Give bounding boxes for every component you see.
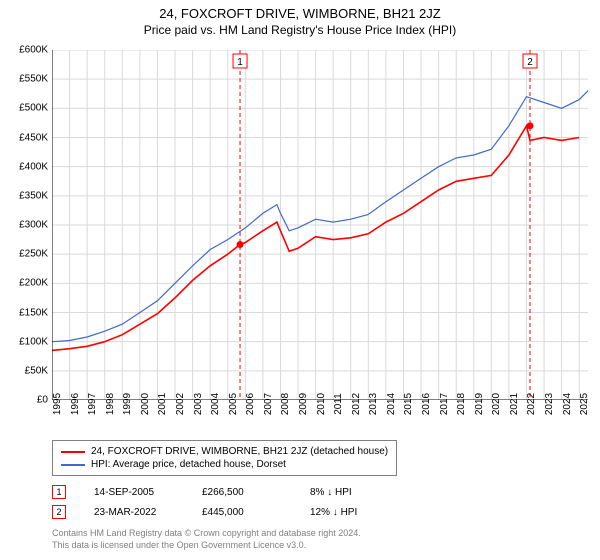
x-tick-label: 2008 xyxy=(280,393,291,415)
attribution-line1: Contains HM Land Registry data © Crown c… xyxy=(52,528,361,540)
x-tick-label: 1996 xyxy=(70,393,81,415)
y-tick-label: £300K xyxy=(0,220,48,231)
event-table: 1 14-SEP-2005 £266,500 8% ↓ HPI 2 23-MAR-2022… xyxy=(52,482,390,522)
legend-item: 24, FOXCROFT DRIVE, WIMBORNE, BH21 2JZ (… xyxy=(61,445,388,458)
legend-swatch xyxy=(61,451,85,453)
chart-title: 24, FOXCROFT DRIVE, WIMBORNE, BH21 2JZ xyxy=(0,0,600,21)
event-price: £445,000 xyxy=(202,507,282,518)
legend-label: HPI: Average price, detached house, Dors… xyxy=(91,459,286,470)
event-badge: 1 xyxy=(52,485,66,499)
x-tick-label: 2015 xyxy=(403,393,414,415)
x-tick-label: 2025 xyxy=(579,393,590,415)
x-tick-label: 2024 xyxy=(562,393,573,415)
chart-area: 12 £0£50K£100K£150K£200K£250K£300K£350K£… xyxy=(52,50,588,400)
y-tick-label: £150K xyxy=(0,307,48,318)
event-badge: 2 xyxy=(52,505,66,519)
event-date: 14-SEP-2005 xyxy=(94,487,174,498)
x-tick-label: 2022 xyxy=(526,393,537,415)
chart-container: 24, FOXCROFT DRIVE, WIMBORNE, BH21 2JZ P… xyxy=(0,0,600,560)
x-tick-label: 2016 xyxy=(421,393,432,415)
x-tick-label: 1995 xyxy=(52,393,63,415)
y-tick-label: £200K xyxy=(0,278,48,289)
event-hpi-delta: 8% ↓ HPI xyxy=(310,487,390,498)
x-tick-label: 2000 xyxy=(140,393,151,415)
event-price: £266,500 xyxy=(202,487,282,498)
chart-subtitle: Price paid vs. HM Land Registry's House … xyxy=(0,21,600,37)
x-tick-label: 2011 xyxy=(333,393,344,415)
x-tick-label: 2004 xyxy=(210,393,221,415)
legend-label: 24, FOXCROFT DRIVE, WIMBORNE, BH21 2JZ (… xyxy=(91,446,388,457)
x-tick-label: 2012 xyxy=(351,393,362,415)
legend: 24, FOXCROFT DRIVE, WIMBORNE, BH21 2JZ (… xyxy=(52,440,397,476)
x-tick-label: 2006 xyxy=(245,393,256,415)
event-row: 1 14-SEP-2005 £266,500 8% ↓ HPI xyxy=(52,482,390,502)
attribution: Contains HM Land Registry data © Crown c… xyxy=(52,528,361,551)
y-tick-label: £100K xyxy=(0,336,48,347)
y-tick-label: £250K xyxy=(0,249,48,260)
x-tick-label: 2017 xyxy=(439,393,450,415)
line-chart: 12 xyxy=(52,50,588,400)
x-tick-label: 2021 xyxy=(509,393,520,415)
x-tick-label: 2020 xyxy=(491,393,502,415)
y-tick-label: £400K xyxy=(0,161,48,172)
x-tick-label: 2014 xyxy=(386,393,397,415)
svg-text:1: 1 xyxy=(237,57,243,68)
x-tick-label: 2018 xyxy=(456,393,467,415)
x-tick-label: 2023 xyxy=(544,393,555,415)
x-tick-label: 2005 xyxy=(228,393,239,415)
x-tick-label: 1997 xyxy=(87,393,98,415)
y-tick-label: £500K xyxy=(0,103,48,114)
x-tick-label: 2019 xyxy=(474,393,485,415)
y-tick-label: £450K xyxy=(0,132,48,143)
x-tick-label: 1998 xyxy=(105,393,116,415)
attribution-line2: This data is licensed under the Open Gov… xyxy=(52,540,361,552)
event-date: 23-MAR-2022 xyxy=(94,507,174,518)
x-tick-label: 2002 xyxy=(175,393,186,415)
svg-text:2: 2 xyxy=(527,57,533,68)
x-tick-label: 2001 xyxy=(157,393,168,415)
x-tick-label: 2010 xyxy=(316,393,327,415)
y-tick-label: £50K xyxy=(0,365,48,376)
x-tick-label: 2013 xyxy=(368,393,379,415)
x-tick-label: 2003 xyxy=(193,393,204,415)
legend-swatch xyxy=(61,464,85,466)
x-tick-label: 2009 xyxy=(298,393,309,415)
y-tick-label: £0 xyxy=(0,395,48,406)
x-tick-label: 1999 xyxy=(122,393,133,415)
legend-item: HPI: Average price, detached house, Dors… xyxy=(61,458,388,471)
event-row: 2 23-MAR-2022 £445,000 12% ↓ HPI xyxy=(52,502,390,522)
y-tick-label: £550K xyxy=(0,74,48,85)
y-tick-label: £350K xyxy=(0,190,48,201)
y-tick-label: £600K xyxy=(0,45,48,56)
event-hpi-delta: 12% ↓ HPI xyxy=(310,507,390,518)
x-tick-label: 2007 xyxy=(263,393,274,415)
